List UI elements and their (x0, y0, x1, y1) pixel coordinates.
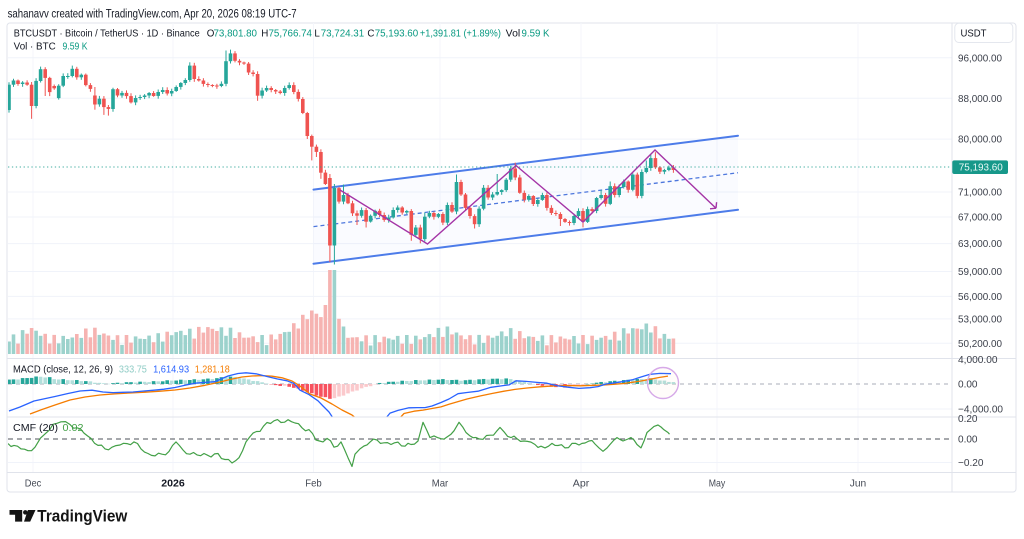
svg-text:+1,391.81 (+1.89%): +1,391.81 (+1.89%) (420, 28, 501, 39)
svg-text:88,000.00: 88,000.00 (958, 94, 1002, 105)
svg-text:Vol: Vol (506, 28, 521, 39)
svg-text:O: O (207, 28, 215, 39)
svg-text:0.00: 0.00 (958, 380, 978, 391)
svg-text:59,000.00: 59,000.00 (958, 267, 1002, 278)
svg-text:2026: 2026 (161, 479, 185, 490)
svg-text:Mar: Mar (432, 479, 449, 490)
svg-text:63,000.00: 63,000.00 (958, 239, 1002, 250)
svg-text:9.59 K: 9.59 K (63, 42, 88, 53)
svg-text:L: L (314, 28, 320, 39)
svg-text:75,766.74: 75,766.74 (269, 28, 313, 39)
svg-text:1,281.18: 1,281.18 (195, 364, 231, 375)
svg-text:May: May (709, 479, 726, 490)
svg-text:75,193.60: 75,193.60 (375, 28, 419, 39)
svg-text:1,614.93: 1,614.93 (153, 364, 190, 375)
svg-text:333.75: 333.75 (119, 364, 148, 375)
svg-text:73,724.31: 73,724.31 (321, 28, 365, 39)
svg-text:0.02: 0.02 (63, 423, 84, 434)
svg-text:TradingView: TradingView (37, 507, 128, 526)
svg-text:Apr: Apr (573, 479, 590, 490)
svg-text:USDT: USDT (961, 28, 987, 39)
svg-text:80,000.00: 80,000.00 (958, 135, 1002, 146)
svg-text:96,000.00: 96,000.00 (958, 53, 1002, 64)
svg-text:Jun: Jun (850, 479, 867, 490)
svg-text:sahanavv created with TradingV: sahanavv created with TradingView.com, A… (8, 6, 297, 20)
svg-text:9.59 K: 9.59 K (522, 28, 550, 39)
svg-text:53,000.00: 53,000.00 (958, 315, 1002, 326)
svg-text:71,000.00: 71,000.00 (958, 188, 1002, 199)
svg-text:67,000.00: 67,000.00 (958, 213, 1002, 224)
svg-text:75,193.60: 75,193.60 (959, 163, 1003, 174)
svg-text:C: C (367, 28, 374, 39)
svg-text:50,200.00: 50,200.00 (958, 339, 1002, 350)
svg-text:MACD (close, 12, 26, 9): MACD (close, 12, 26, 9) (13, 364, 113, 375)
svg-text:BTCUSDT · Bitcoin / TetherUS ·: BTCUSDT · Bitcoin / TetherUS · 1D · Bina… (14, 28, 201, 39)
svg-text:Dec: Dec (25, 479, 42, 490)
svg-text:Feb: Feb (305, 479, 322, 490)
svg-text:Vol · BTC: Vol · BTC (14, 42, 56, 53)
svg-text:CMF (20): CMF (20) (13, 423, 58, 434)
svg-text:−0.20: −0.20 (958, 458, 984, 469)
svg-text:−4,000.00: −4,000.00 (958, 405, 1003, 416)
svg-text:4,000.00: 4,000.00 (958, 355, 998, 366)
svg-text:0.00: 0.00 (958, 435, 978, 446)
svg-text:H: H (261, 28, 268, 39)
svg-text:0.20: 0.20 (958, 414, 978, 425)
svg-text:73,801.80: 73,801.80 (214, 28, 258, 39)
svg-text:56,000.00: 56,000.00 (958, 292, 1002, 303)
